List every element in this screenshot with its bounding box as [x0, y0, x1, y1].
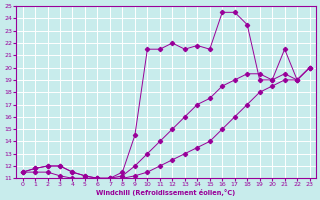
X-axis label: Windchill (Refroidissement éolien,°C): Windchill (Refroidissement éolien,°C) [96, 189, 236, 196]
